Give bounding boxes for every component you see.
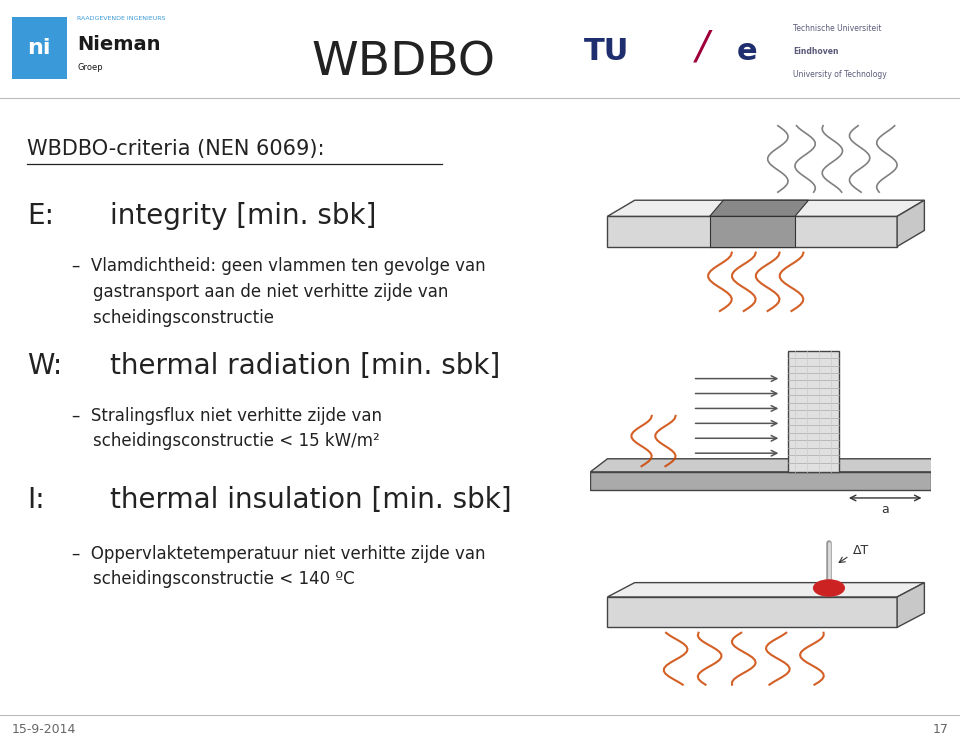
Polygon shape: [608, 200, 924, 216]
Text: a: a: [881, 503, 889, 515]
Bar: [12, 16, 67, 79]
Text: integrity [min. sbk]: integrity [min. sbk]: [110, 202, 376, 231]
Text: Eindhoven: Eindhoven: [793, 47, 839, 56]
Text: ni: ni: [28, 38, 51, 58]
Polygon shape: [608, 597, 897, 627]
Text: e: e: [737, 37, 757, 66]
Circle shape: [814, 580, 844, 596]
Polygon shape: [608, 216, 897, 246]
Text: thermal insulation [min. sbk]: thermal insulation [min. sbk]: [110, 486, 512, 514]
Text: TU: TU: [584, 37, 629, 66]
Polygon shape: [709, 216, 795, 246]
Bar: [788, 351, 839, 471]
Polygon shape: [590, 459, 948, 471]
Text: W:: W:: [27, 351, 62, 380]
Text: RAADGEVENDE INGENIEURS: RAADGEVENDE INGENIEURS: [77, 16, 165, 22]
Polygon shape: [590, 471, 931, 491]
Text: thermal radiation [min. sbk]: thermal radiation [min. sbk]: [110, 351, 501, 380]
Text: ΔT: ΔT: [852, 544, 869, 557]
Polygon shape: [608, 583, 924, 597]
Text: WBDBO-criteria (NEN 6069):: WBDBO-criteria (NEN 6069):: [27, 140, 324, 159]
Text: University of Technology: University of Technology: [793, 70, 887, 79]
Text: Technische Universiteit: Technische Universiteit: [793, 24, 881, 33]
Text: Nieman: Nieman: [77, 34, 160, 54]
Text: 15-9-2014: 15-9-2014: [12, 723, 76, 736]
Text: /: /: [696, 28, 708, 66]
Text: –  Vlamdichtheid: geen vlammen ten gevolge van
    gastransport aan de niet verh: – Vlamdichtheid: geen vlammen ten gevolg…: [72, 257, 486, 327]
Text: WBDBO: WBDBO: [311, 41, 495, 86]
Text: 17: 17: [932, 723, 948, 736]
Text: Groep: Groep: [77, 63, 103, 72]
Text: E:: E:: [27, 202, 54, 231]
Polygon shape: [897, 200, 924, 246]
Polygon shape: [709, 200, 808, 216]
Polygon shape: [897, 583, 924, 627]
Text: I:: I:: [27, 486, 44, 514]
Text: –  Stralingsflux niet verhitte zijde van
    scheidingsconstructie < 15 kW/m²: – Stralingsflux niet verhitte zijde van …: [72, 407, 382, 451]
Text: –  Oppervlaktetemperatuur niet verhitte zijde van
    scheidingsconstructie < 14: – Oppervlaktetemperatuur niet verhitte z…: [72, 545, 486, 589]
